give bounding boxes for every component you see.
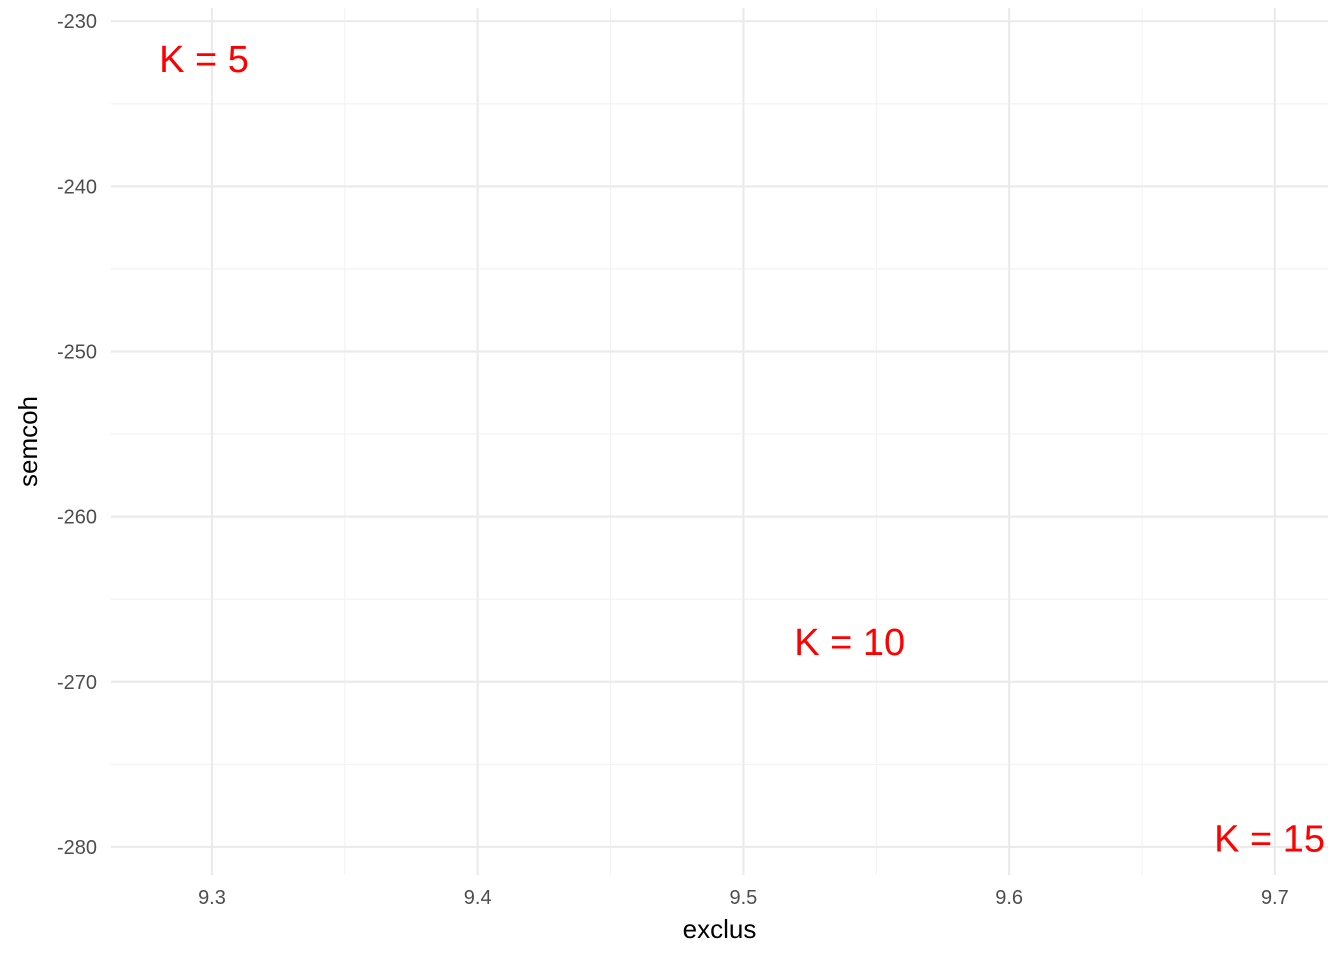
axis-ticks: 9.3 9.4 9.5 9.6 9.7 -230 -240 -250 -260 -270 -280 <box>57 11 1289 909</box>
y-tick-label: -230 <box>57 11 97 33</box>
x-tick-label: 9.6 <box>995 887 1023 909</box>
point-label: K = 15 <box>1214 819 1325 861</box>
y-tick-label: -240 <box>57 176 97 198</box>
x-axis-title: exclus <box>683 914 757 944</box>
y-axis-title: semcoh <box>13 396 43 487</box>
y-tick-label: -270 <box>57 672 97 694</box>
x-tick-label: 9.4 <box>464 887 492 909</box>
x-tick-label: 9.5 <box>730 887 758 909</box>
point-label: K = 5 <box>159 39 249 81</box>
grid <box>111 8 1328 875</box>
y-tick-label: -280 <box>57 837 97 859</box>
point-labels: K = 5 K = 10 K = 15 <box>159 39 1325 860</box>
y-tick-label: -250 <box>57 341 97 363</box>
y-tick-label: -260 <box>57 507 97 529</box>
x-tick-label: 9.7 <box>1261 887 1289 909</box>
x-tick-label: 9.3 <box>198 887 226 909</box>
point-label: K = 10 <box>794 622 905 664</box>
